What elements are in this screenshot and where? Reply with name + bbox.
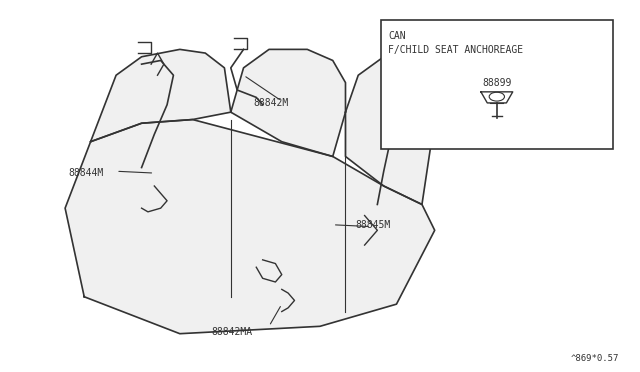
Text: ^869*0.57: ^869*0.57: [571, 354, 620, 363]
Polygon shape: [65, 119, 435, 334]
Text: 88842MA: 88842MA: [212, 327, 253, 337]
Text: 88844M: 88844M: [68, 168, 104, 178]
Text: CAN: CAN: [388, 31, 406, 41]
Text: 88845M: 88845M: [355, 220, 390, 230]
Text: 88899: 88899: [482, 78, 511, 88]
Text: 88842M: 88842M: [253, 98, 289, 108]
Text: F/CHILD SEAT ANCHOREAGE: F/CHILD SEAT ANCHOREAGE: [388, 45, 524, 55]
Polygon shape: [346, 57, 435, 205]
Polygon shape: [91, 49, 231, 142]
Polygon shape: [231, 49, 346, 157]
FancyBboxPatch shape: [381, 20, 613, 149]
